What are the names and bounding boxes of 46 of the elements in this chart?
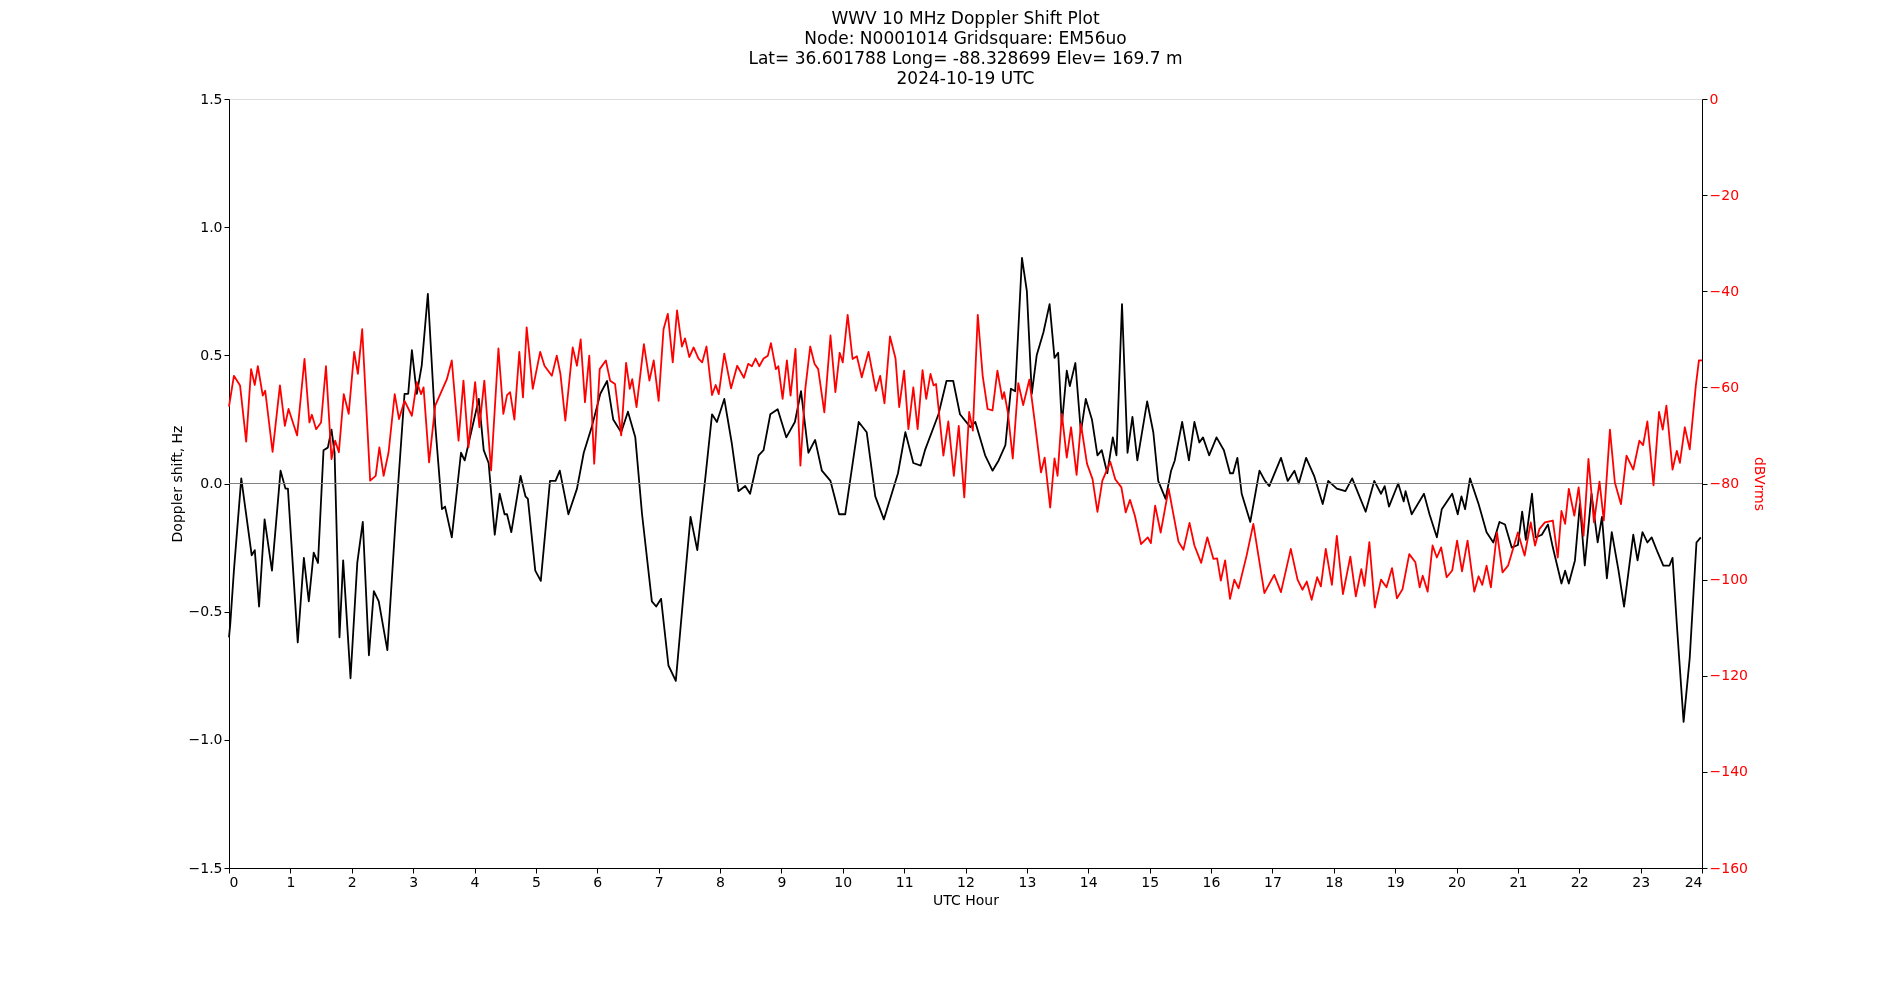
x-tick-label: 18 xyxy=(1325,873,1344,890)
x-tick-label: 4 xyxy=(470,873,480,890)
x-tick-label: 16 xyxy=(1202,873,1221,890)
x-tick-label: 0 xyxy=(229,873,239,890)
y-tick-label: 1.0 xyxy=(200,218,223,235)
x-tick-label: 11 xyxy=(895,873,914,890)
x-tick-label: 23 xyxy=(1632,873,1651,890)
y2-tick-label: −100 xyxy=(1709,571,1748,588)
x-tick-label: 12 xyxy=(957,873,975,890)
x-tick-label: 19 xyxy=(1386,873,1405,890)
x-tick-label: 5 xyxy=(531,873,541,890)
y2-tick-label: −160 xyxy=(1709,859,1748,876)
x-tick-label: 20 xyxy=(1448,873,1466,890)
x-tick-label: 15 xyxy=(1141,873,1160,890)
x-tick-label: 14 xyxy=(1079,873,1098,890)
x-tick-label: 24 xyxy=(1684,873,1703,890)
x-tick-label: 6 xyxy=(593,873,603,890)
y2-tick-label: 0 xyxy=(1709,90,1719,107)
x-tick-label: 7 xyxy=(654,873,664,890)
line-series xyxy=(228,309,1703,609)
x-tick-label: 22 xyxy=(1570,873,1589,890)
y2-tick-label: −120 xyxy=(1709,667,1748,684)
x-tick-label: 21 xyxy=(1509,873,1528,890)
x-tick-label: 3 xyxy=(409,873,419,890)
y2-tick-label: −60 xyxy=(1709,378,1740,395)
x-tick-label: 13 xyxy=(1018,873,1037,890)
y-tick-label: −1.5 xyxy=(188,859,223,876)
y2-tick-label: −40 xyxy=(1709,282,1740,299)
x-tick-label: 2 xyxy=(347,873,357,890)
x-tick-label: 1 xyxy=(286,873,296,890)
y-tick-label: −0.5 xyxy=(188,603,223,620)
y-axis-title: Doppler shift, Hz xyxy=(168,425,185,543)
x-axis-title: UTC Hour xyxy=(933,891,1000,908)
chart-title: WWV 10 MHz Doppler Shift Plot Node: N0001014 Gridsquare: EM56uo Lat= 36.601788 Long= -88.328699 Elev= 169.7 m 2024-10-19 UTC xyxy=(748,8,1183,88)
y-tick-label: 0.5 xyxy=(200,346,223,363)
x-tick-label: 8 xyxy=(716,873,725,890)
y2-tick-label: −140 xyxy=(1709,763,1748,780)
y2-tick-label: −20 xyxy=(1709,186,1740,203)
x-tick-label: 9 xyxy=(777,873,787,890)
y-tick-label: 0.0 xyxy=(200,475,223,491)
y-tick-label: −1.0 xyxy=(188,731,223,748)
y2-axis-title: dBVrms xyxy=(1751,456,1768,512)
y-tick-label: 1.5 xyxy=(200,90,223,107)
x-tick-label: 17 xyxy=(1263,873,1282,890)
y2-tick-label: −80 xyxy=(1709,475,1740,491)
x-tick-label: 10 xyxy=(834,873,853,890)
